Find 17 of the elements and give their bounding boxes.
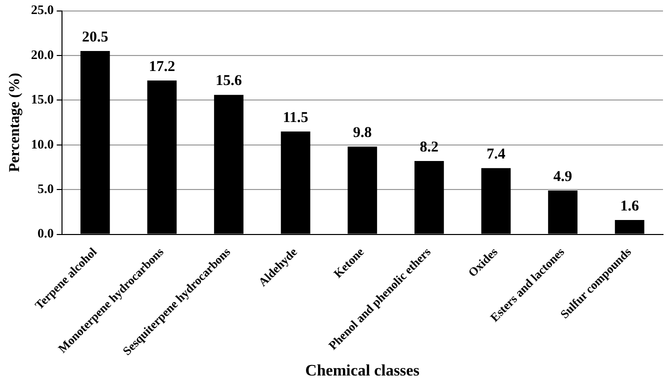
data-label: 9.8 [353,125,372,142]
data-label: 15.6 [216,73,242,90]
y-tick-label: 20.0 [31,46,54,62]
y-tick-label: 15.0 [31,92,54,107]
y-tick-label: 0.0 [38,226,54,241]
y-tick-label: 10.0 [31,136,54,152]
data-label: 8.2 [420,139,439,156]
data-label: 17.2 [148,58,176,75]
data-label: 4.9 [553,168,572,185]
data-label: 7.4 [486,146,506,163]
x-axis-title: Chemical classes [305,362,420,380]
data-label: 20.5 [82,29,108,46]
data-label: 1.6 [620,198,640,214]
y-tick-label: 25.0 [31,2,54,18]
data-label: 11.5 [282,110,308,126]
y-tick-label: 5.0 [38,180,54,196]
y-axis-title: Percentage (%) [6,72,23,172]
